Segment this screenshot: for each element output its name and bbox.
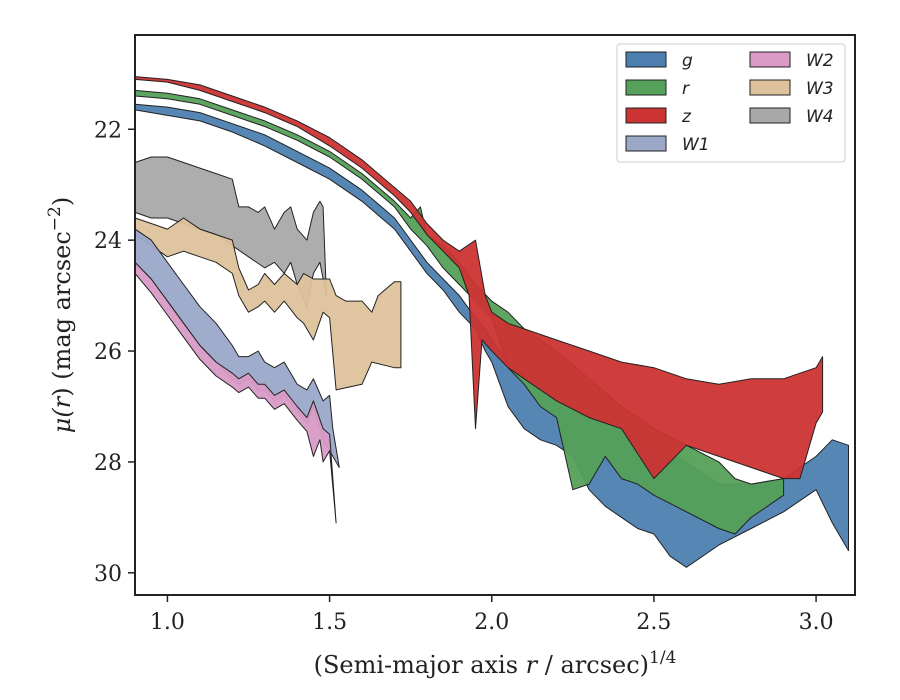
y-axis: 22 24 26 28 30 <box>94 118 135 587</box>
legend-label-w2: W2 <box>806 51 834 71</box>
legend-box <box>616 43 846 163</box>
x-tick-label: 2.0 <box>474 610 509 635</box>
legend-swatch-w4 <box>749 107 791 124</box>
x-axis: 1.0 1.5 2.0 2.5 3.0 <box>150 595 834 635</box>
legend-label-w4: W4 <box>806 107 834 127</box>
legend-swatch-r <box>625 79 667 96</box>
y-tick-label: 24 <box>94 229 122 254</box>
legend-swatch-w2 <box>749 51 791 68</box>
x-axis-label: (Semi-major axis r / arcsec)1/4 <box>314 648 677 679</box>
x-tick-label: 1.0 <box>150 610 185 635</box>
y-tick-label: 28 <box>94 451 122 476</box>
band-w2 <box>134 261 337 524</box>
legend-swatch-w1 <box>625 135 667 152</box>
legend-label-z: z <box>681 107 692 127</box>
legend-label-w3: W3 <box>806 79 834 99</box>
y-tick-label: 30 <box>94 562 122 587</box>
plot-frame <box>134 34 856 596</box>
legend-label-w1: W1 <box>682 135 710 155</box>
band-g <box>134 103 849 568</box>
x-tick-label: 3.0 <box>799 610 834 635</box>
band-w3 <box>134 217 402 391</box>
legend-swatch-g <box>625 51 667 68</box>
y-tick-label: 26 <box>94 340 122 365</box>
legend-swatch-w3 <box>749 79 791 96</box>
legend-swatch-z <box>625 107 667 124</box>
legend-label-g: g <box>682 51 693 71</box>
band-z <box>134 76 824 480</box>
x-tick-label: 2.5 <box>636 610 671 635</box>
x-tick-label: 1.5 <box>312 610 347 635</box>
y-tick-label: 22 <box>94 118 122 143</box>
legend: grz W1 W2 W3 W4 <box>616 43 846 163</box>
y-axis-label: μ(r) (mag arcsec−2) <box>45 197 76 434</box>
series-bands <box>134 76 849 568</box>
legend-label-r: r <box>682 79 690 99</box>
